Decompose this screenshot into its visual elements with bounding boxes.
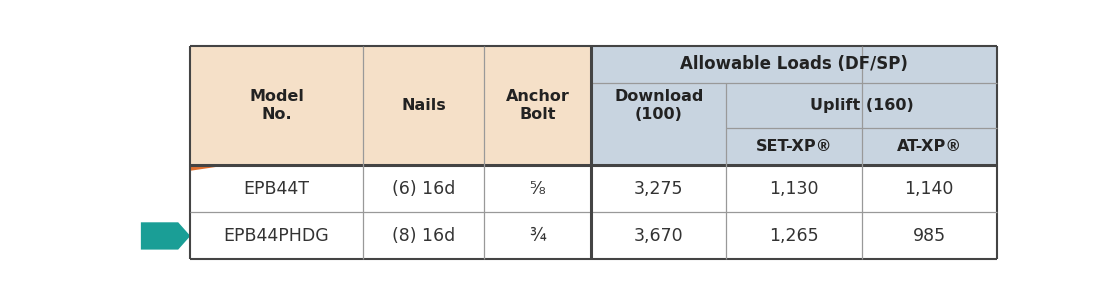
Bar — [363, 46, 484, 165]
Bar — [363, 165, 484, 259]
Text: Anchor
Bolt: Anchor Bolt — [505, 89, 570, 122]
Text: (8) 16d: (8) 16d — [392, 227, 455, 245]
Bar — [190, 165, 363, 259]
Bar — [861, 165, 997, 259]
Bar — [727, 165, 861, 259]
Text: EPB44T: EPB44T — [243, 180, 309, 198]
Bar — [484, 165, 591, 259]
Text: Model
No.: Model No. — [249, 89, 304, 122]
Bar — [727, 46, 861, 165]
Polygon shape — [141, 222, 190, 249]
Text: AT-XP®: AT-XP® — [896, 139, 962, 154]
Text: Download
(100): Download (100) — [614, 89, 703, 122]
Bar — [591, 165, 727, 259]
Text: Nails: Nails — [401, 98, 446, 113]
Text: ⁵⁄₈: ⁵⁄₈ — [530, 180, 545, 198]
Text: EPB44PHDG: EPB44PHDG — [224, 227, 329, 245]
Text: 1,140: 1,140 — [905, 180, 954, 198]
Text: SET-XP®: SET-XP® — [756, 139, 832, 154]
Bar — [861, 46, 997, 165]
Text: ¾: ¾ — [529, 227, 547, 245]
Bar — [484, 46, 591, 165]
Bar — [190, 46, 363, 165]
Text: Allowable Loads (DF/SP): Allowable Loads (DF/SP) — [680, 55, 908, 73]
Text: 1,265: 1,265 — [769, 227, 819, 245]
Text: 1,130: 1,130 — [769, 180, 819, 198]
Text: Uplift (160): Uplift (160) — [810, 98, 914, 113]
Bar — [591, 46, 727, 165]
Polygon shape — [190, 165, 226, 171]
Text: 3,670: 3,670 — [634, 227, 683, 245]
Text: 3,275: 3,275 — [634, 180, 683, 198]
Text: (6) 16d: (6) 16d — [392, 180, 455, 198]
Text: 985: 985 — [913, 227, 945, 245]
